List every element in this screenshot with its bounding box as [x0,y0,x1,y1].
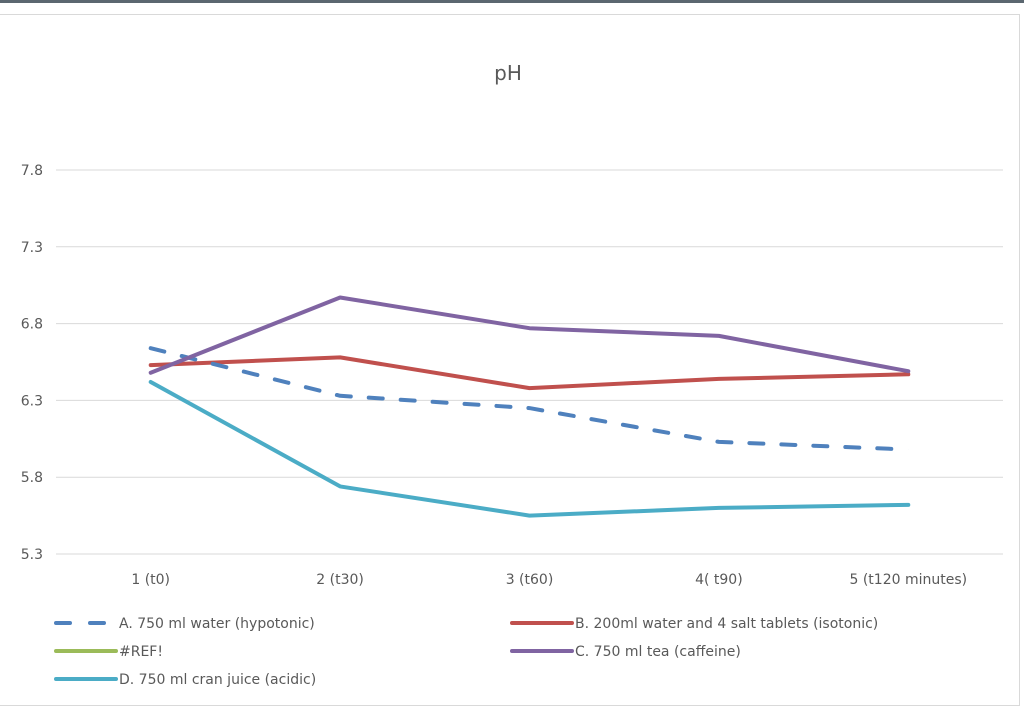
legend-label: B. 200ml water and 4 salt tablets (isoto… [575,616,878,632]
y-tick-label: 5.8 [21,470,43,486]
x-tick-label: 3 (t60) [506,572,554,588]
y-axis-ticks: 7.8 7.3 6.8 6.3 5.8 5.3 [21,163,43,563]
legend: A. 750 ml water (hypotonic) B. 200ml wate… [54,616,878,688]
x-tick-label: 2 (t30) [316,572,364,588]
series-line-1 [148,355,911,391]
legend-item: B. 200ml water and 4 salt tablets (isoto… [510,616,878,632]
legend-label: C. 750 ml tea (caffeine) [575,644,741,660]
x-tick-label: 4( t90) [695,572,743,588]
x-axis-ticks: 1 (t0) 2 (t30) 3 (t60) 4( t90) 5 (t120 minut… [131,572,967,588]
y-tick-label: 6.3 [21,393,43,409]
chart-title: pH [494,61,522,85]
series-lines [148,295,911,518]
legend-item: D. 750 ml cran juice (acidic) [54,672,316,688]
legend-label: #REF! [119,644,163,660]
x-tick-label: 1 (t0) [131,572,170,588]
gridlines [56,169,1003,555]
y-tick-label: 6.8 [21,317,43,333]
y-tick-label: 7.3 [21,240,43,256]
series-line-0 [148,346,911,452]
legend-item: #REF! [54,644,163,660]
series-line-4 [148,379,911,518]
x-tick-label: 5 (t120 minutes) [849,572,967,588]
legend-item: C. 750 ml tea (caffeine) [510,644,741,660]
window-top-bar [0,0,1024,3]
y-tick-label: 7.8 [21,163,43,179]
legend-item: A. 750 ml water (hypotonic) [54,616,315,632]
legend-label: D. 750 ml cran juice (acidic) [119,672,316,688]
y-tick-label: 5.3 [21,547,43,563]
legend-label: A. 750 ml water (hypotonic) [119,616,315,632]
